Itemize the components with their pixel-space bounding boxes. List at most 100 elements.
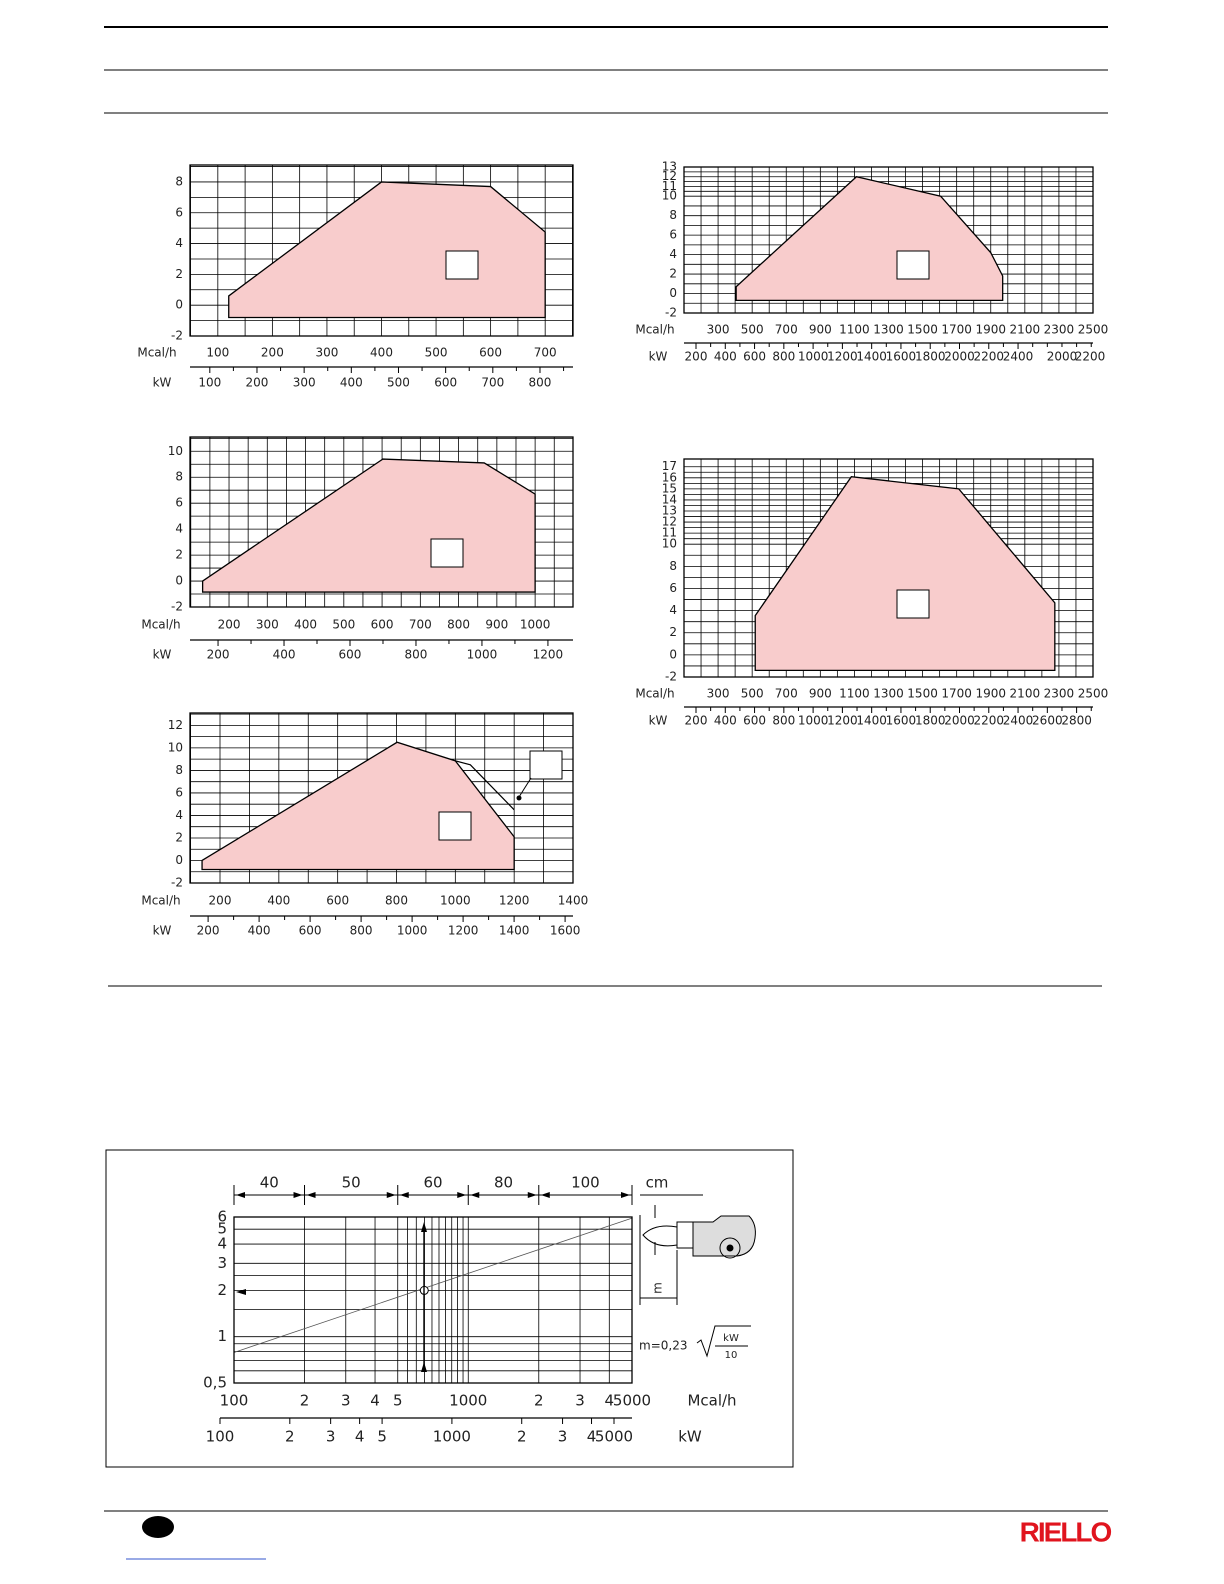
y-tick-label: 0: [669, 286, 677, 300]
y-tick-label: -2: [171, 600, 183, 614]
x-tick-label: 600: [479, 346, 502, 360]
x-tick-label: 700: [775, 687, 798, 701]
y-tick-label: -2: [665, 670, 677, 684]
kw-axis-label: kW: [153, 376, 172, 390]
flame-line: [233, 1217, 633, 1353]
x-tick-label: 700: [775, 323, 798, 337]
x-tick-label: 2: [300, 1392, 310, 1410]
firing-range: [735, 176, 1004, 301]
motor: [719, 1237, 741, 1259]
x-tick-label: 4: [370, 1392, 380, 1410]
kw-tick-label: 1000: [798, 350, 829, 364]
x-tick-label: 200: [218, 618, 241, 632]
band-unit: cm: [646, 1174, 669, 1192]
kw-tick-label: 1000: [433, 1428, 471, 1446]
band-arrow: [457, 1192, 467, 1198]
y-tick-label: 0: [669, 647, 677, 661]
x-tick-label: 1000: [449, 1392, 487, 1410]
kw-tick-label: 1000: [798, 714, 829, 728]
x-tick-label: 2300: [1044, 323, 1075, 337]
x-tick-label: 2500: [1078, 687, 1109, 701]
kw-tick-label: 5000: [595, 1428, 633, 1446]
kw-tick-label: 800: [772, 350, 795, 364]
kw-tick-label: 1200: [827, 350, 858, 364]
kw-tick-label: 600: [299, 924, 322, 938]
x-tick-label: 2500: [1078, 323, 1109, 337]
y-tick-label: 10: [168, 740, 183, 754]
y-tick-label: 0,5: [203, 1374, 227, 1392]
arrow: [421, 1222, 427, 1232]
kw-tick-label: 200: [246, 376, 269, 390]
x-tick-label: 1900: [975, 687, 1006, 701]
kw-tick-label: 800: [529, 376, 552, 390]
x-axis-label: Mcal/h: [141, 618, 180, 632]
kw-axis-label: kW: [153, 924, 172, 938]
y-tick-label: 15: [662, 481, 677, 495]
x-tick-label: 1100: [839, 323, 870, 337]
x-tick-label: 700: [409, 618, 432, 632]
firing-range: [754, 476, 1056, 672]
x-tick-label: 1300: [873, 323, 904, 337]
x-tick-label: 600: [326, 894, 349, 908]
y-tick-label: 2: [669, 267, 677, 281]
kw-tick-label: 200: [685, 714, 708, 728]
kw-tick-label: 1600: [886, 714, 917, 728]
x-tick-label: 5: [393, 1392, 403, 1410]
plot-frame: [189, 436, 574, 608]
y-tick-label: 4: [175, 808, 183, 822]
plot-frame: [189, 712, 574, 884]
x-tick-label: 200: [261, 346, 284, 360]
band-arrow: [306, 1192, 316, 1198]
kw-tick-label: 600: [743, 714, 766, 728]
band-label: 40: [260, 1174, 279, 1192]
band-label: 100: [571, 1174, 600, 1192]
x-tick-label: 400: [294, 618, 317, 632]
band-arrow: [621, 1192, 630, 1198]
kw-tick-label: 2800: [1061, 714, 1092, 728]
x-tick-label: 1400: [558, 894, 589, 908]
label-box: [445, 250, 479, 280]
x-axis-label: Mcal/h: [137, 346, 176, 360]
y-tick-label: 11: [662, 526, 677, 540]
kw-tick-label: 2000: [1047, 350, 1078, 364]
y-tick-label: 8: [175, 174, 183, 188]
label-box: [529, 750, 563, 780]
x-tick-label: 1300: [873, 687, 904, 701]
kw-tick-label: 4: [587, 1428, 597, 1446]
band-label: 80: [494, 1174, 513, 1192]
plot-frame: [683, 166, 1094, 314]
kw-tick-label: 2200: [1075, 350, 1106, 364]
figure-frame: [105, 1149, 794, 1468]
kw-tick-label: 1400: [856, 350, 887, 364]
x-tick-label: 300: [315, 346, 338, 360]
label-box: [896, 589, 930, 619]
y-tick-label: 17: [662, 459, 677, 473]
band-arrow: [386, 1192, 396, 1198]
band-arrow: [236, 1192, 245, 1198]
kw-tick-label: 3: [558, 1428, 568, 1446]
kw-tick-label: 5: [377, 1428, 387, 1446]
kw-tick-label: 2600: [1032, 714, 1063, 728]
kw-tick-label: 200: [207, 648, 230, 662]
kw-tick-label: 1600: [550, 924, 581, 938]
kw-tick-label: 100: [198, 376, 221, 390]
x-axis-label: Mcal/h: [687, 1392, 736, 1410]
arrow: [236, 1289, 246, 1295]
formula-numerator: kW: [723, 1333, 739, 1344]
x-axis-label: Mcal/h: [141, 894, 180, 908]
x-tick-label: 3: [341, 1392, 351, 1410]
kw-axis-label: kW: [649, 714, 668, 728]
y-tick-label: 6: [175, 205, 183, 219]
y-tick-label: 2: [217, 1281, 227, 1299]
overlays: [236, 250, 930, 1372]
kw-tick-label: 2: [285, 1428, 295, 1446]
x-tick-label: 5000: [613, 1392, 651, 1410]
y-tick-label: 2: [175, 548, 183, 562]
kw-tick-label: 2: [517, 1428, 527, 1446]
y-tick-label: 8: [669, 208, 677, 222]
band-arrow: [540, 1192, 550, 1198]
burner-body: [692, 1215, 756, 1257]
formula-denominator: 10: [725, 1350, 738, 1361]
y-tick-label: 10: [662, 537, 677, 551]
